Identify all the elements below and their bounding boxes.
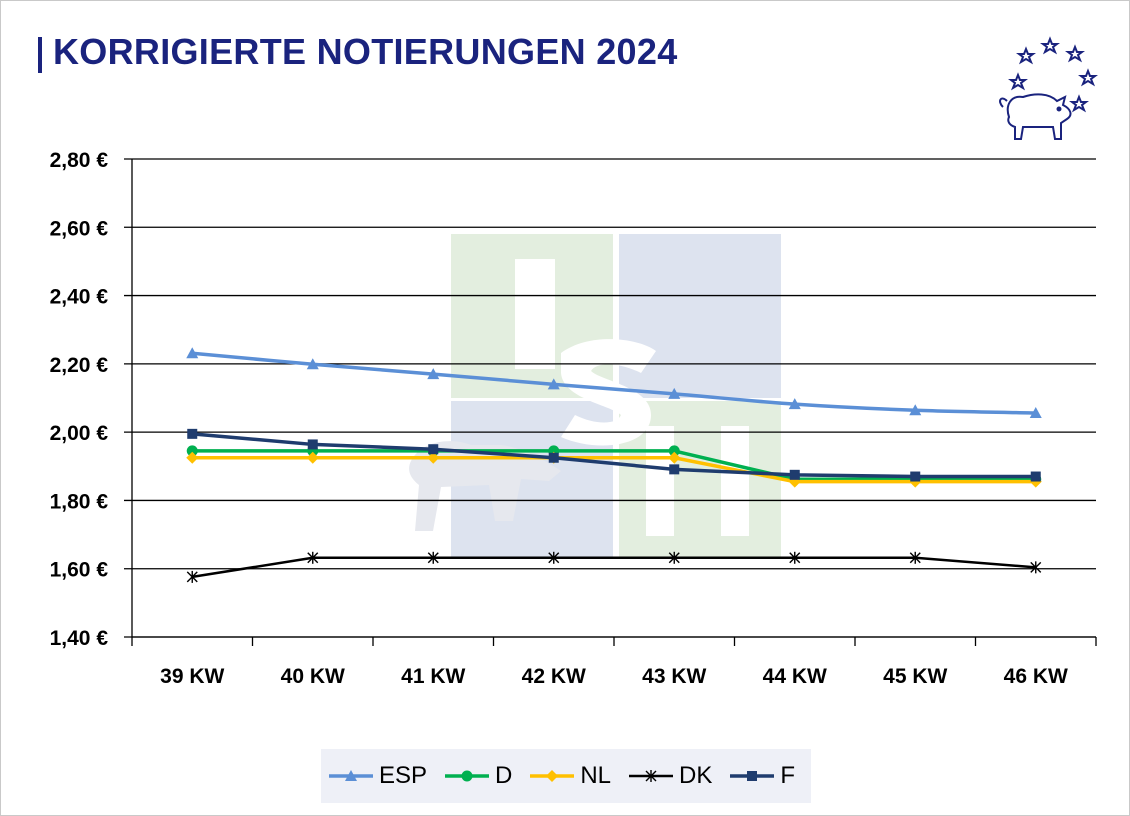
point-esp-2 — [427, 368, 440, 380]
y-tick-label-5: 2,40 € — [50, 286, 109, 309]
point-dk-6 — [909, 551, 921, 564]
watermark-logo — [409, 234, 781, 559]
point-nl-4 — [668, 451, 681, 464]
chart-title: KORRIGIERTE NOTIERUNGEN 2024 — [53, 31, 678, 72]
point-f-3 — [548, 452, 559, 463]
legend-label-esp: ESP — [378, 762, 427, 789]
point-nl-0 — [186, 451, 199, 464]
legend-marker-f — [730, 771, 775, 781]
x-axis-tick-labels: 39 KW 40 KW 41 KW 42 KW 43 KW 44 KW 45 KW 46 KW — [160, 665, 1068, 688]
legend-marker-dk — [629, 770, 674, 782]
y-tick-label-7: 2,80 € — [50, 149, 109, 172]
legend-symbol-d — [461, 770, 473, 782]
y-tick-label-2: 1,80 € — [50, 490, 109, 513]
y-tick-label-6: 2,60 € — [50, 217, 109, 240]
x-tick-label-5: 44 KW — [763, 665, 827, 688]
legend-item-nl: NL — [528, 762, 611, 790]
legend-label-nl: NL — [580, 762, 612, 789]
point-f-1 — [307, 439, 318, 450]
point-f-0 — [187, 428, 198, 439]
x-tick-label-0: 39 KW — [160, 665, 224, 688]
point-dk-7 — [1030, 561, 1042, 574]
legend-marker-d — [444, 770, 489, 782]
y-tick-label-4: 2,20 € — [50, 354, 109, 377]
y-tick-label-0: 1,40 € — [50, 627, 109, 650]
legend-item-dk: DK — [627, 762, 712, 790]
legend: ESP D NL DK F — [321, 749, 811, 803]
legend-symbol-f — [747, 771, 758, 781]
series-f — [187, 428, 1041, 482]
x-tick-label-6: 45 KW — [883, 665, 947, 688]
legend-label-f: F — [780, 762, 796, 789]
point-esp-4 — [668, 387, 681, 399]
pig-with-stars-icon — [999, 36, 1098, 140]
point-esp-5 — [788, 398, 801, 410]
point-d-0 — [186, 445, 198, 457]
point-f-5 — [789, 469, 800, 480]
legend-symbol-esp — [344, 770, 357, 781]
legend-item-d: D — [443, 762, 512, 790]
x-tick-label-7: 46 KW — [1004, 665, 1068, 688]
axes — [131, 159, 1097, 646]
x-tick-label-2: 41 KW — [401, 665, 465, 688]
point-esp-0 — [186, 347, 199, 359]
y-tick-label-1: 1,60 € — [50, 559, 109, 582]
point-nl-2 — [427, 451, 440, 464]
series-nl — [186, 451, 1042, 488]
y-tick-label-3: 2,00 € — [50, 422, 109, 445]
line-chart: 1,40 € 1,60 € 1,80 € 2,00 € 2,20 € 2,40 € 2,60… — [50, 149, 1097, 688]
legend-label-dk: DK — [679, 762, 713, 789]
legend-item-f: F — [728, 762, 795, 790]
point-dk-1 — [307, 551, 319, 564]
point-dk-0 — [186, 570, 198, 583]
series-line-nl — [192, 456, 1036, 484]
data-series — [186, 347, 1042, 583]
legend-symbol-dk — [645, 770, 657, 782]
legend-symbol-nl — [546, 770, 559, 782]
point-esp-3 — [547, 378, 560, 390]
title-accent-bar — [38, 37, 42, 73]
x-tick-label-4: 43 KW — [642, 665, 706, 688]
point-f-6 — [910, 471, 921, 482]
point-d-4 — [668, 445, 680, 457]
legend-label-d: D — [494, 762, 513, 789]
x-tick-label-3: 42 KW — [522, 665, 586, 688]
point-f-4 — [669, 464, 680, 475]
legend-marker-nl — [530, 770, 575, 782]
point-nl-1 — [306, 451, 319, 464]
series-line-d — [192, 449, 1036, 482]
series-line-f — [192, 432, 1036, 479]
series-esp — [186, 347, 1042, 419]
legend-item-esp: ESP — [327, 762, 427, 790]
x-tick-label-1: 40 KW — [281, 665, 345, 688]
series-dk — [186, 551, 1042, 583]
series-line-dk — [192, 556, 1036, 579]
point-dk-5 — [789, 551, 801, 564]
point-dk-2 — [427, 551, 439, 564]
point-esp-1 — [306, 358, 319, 370]
point-f-7 — [1030, 471, 1041, 482]
legend-marker-esp — [328, 770, 373, 781]
point-esp-7 — [1029, 407, 1042, 419]
point-f-2 — [428, 444, 439, 455]
point-dk-4 — [668, 551, 680, 564]
point-dk-3 — [548, 551, 560, 564]
series-line-esp — [192, 351, 1036, 415]
point-esp-6 — [909, 404, 922, 416]
y-axis-tick-labels: 1,40 € 1,60 € 1,80 € 2,00 € 2,20 € 2,40 € 2,60… — [50, 149, 109, 650]
